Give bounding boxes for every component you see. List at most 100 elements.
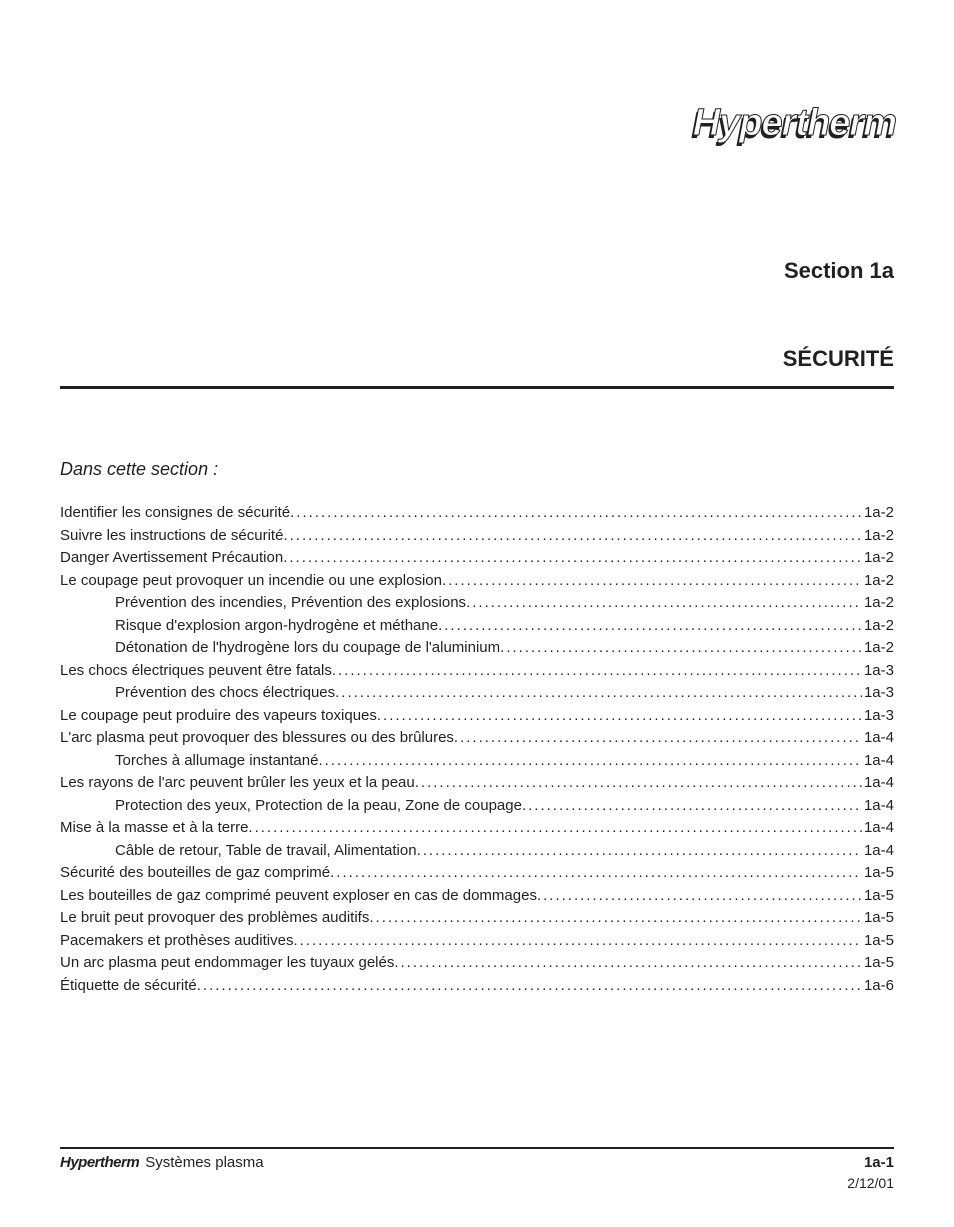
toc-entry-page: 1a-3 bbox=[862, 682, 894, 705]
toc-leader-dots bbox=[197, 975, 862, 998]
toc-row: Sécurité des bouteilles de gaz comprimé 1… bbox=[60, 862, 894, 885]
toc-entry-label: Pacemakers et prothèses auditives bbox=[60, 930, 293, 953]
toc-leader-dots bbox=[438, 615, 862, 638]
toc-entry-page: 1a-5 bbox=[862, 907, 894, 930]
toc-row: Les chocs électriques peuvent être fatal… bbox=[60, 660, 894, 683]
toc-row: Le coupage peut produire des vapeurs tox… bbox=[60, 705, 894, 728]
toc-entry-label: Mise à la masse et à la terre bbox=[60, 817, 248, 840]
toc-entry-page: 1a-6 bbox=[862, 975, 894, 998]
toc-row: Pacemakers et prothèses auditives1a-5 bbox=[60, 930, 894, 953]
toc-entry-label: Câble de retour, Table de travail, Alime… bbox=[115, 840, 417, 863]
toc-entry-page: 1a-5 bbox=[862, 885, 894, 908]
toc-leader-dots bbox=[283, 547, 862, 570]
toc-entry-page: 1a-5 bbox=[862, 952, 894, 975]
toc-row: Les bouteilles de gaz comprimé peuvent e… bbox=[60, 885, 894, 908]
toc-entry-page: 1a-2 bbox=[862, 615, 894, 638]
table-of-contents: Identifier les consignes de sécurité 1a-2… bbox=[60, 502, 894, 997]
toc-leader-dots bbox=[442, 570, 862, 593]
toc-entry-page: 1a-4 bbox=[862, 727, 894, 750]
brand-logo: Hypertherm bbox=[60, 105, 894, 148]
toc-row: Danger Avertissement Précaution 1a-2 bbox=[60, 547, 894, 570]
toc-entry-label: Le coupage peut provoquer un incendie ou… bbox=[60, 570, 442, 593]
toc-row: Suivre les instructions de sécurité 1a-2 bbox=[60, 525, 894, 548]
toc-entry-page: 1a-4 bbox=[862, 840, 894, 863]
toc-entry-page: 1a-2 bbox=[862, 547, 894, 570]
toc-entry-page: 1a-4 bbox=[862, 772, 894, 795]
toc-entry-label: Un arc plasma peut endommager les tuyaux… bbox=[60, 952, 394, 975]
footer-product-line: Systèmes plasma bbox=[145, 1154, 263, 1171]
toc-entry-page: 1a-4 bbox=[862, 750, 894, 773]
brand-logo-text: Hypertherm bbox=[691, 105, 894, 148]
toc-leader-dots bbox=[454, 727, 862, 750]
toc-entry-label: Identifier les consignes de sécurité bbox=[60, 502, 290, 525]
toc-leader-dots bbox=[332, 660, 862, 683]
toc-entry-page: 1a-2 bbox=[862, 502, 894, 525]
toc-row: Torches à allumage instantané 1a-4 bbox=[60, 750, 894, 773]
footer-right: 1a-1 2/12/01 bbox=[847, 1154, 894, 1191]
toc-entry-page: 1a-2 bbox=[862, 525, 894, 548]
toc-entry-label: Torches à allumage instantané bbox=[115, 750, 318, 773]
toc-entry-label: Les chocs électriques peuvent être fatal… bbox=[60, 660, 332, 683]
toc-row: Un arc plasma peut endommager les tuyaux… bbox=[60, 952, 894, 975]
toc-leader-dots bbox=[394, 952, 862, 975]
footer-left: Hypertherm Systèmes plasma bbox=[60, 1154, 264, 1171]
toc-leader-dots bbox=[537, 885, 862, 908]
toc-leader-dots bbox=[248, 817, 862, 840]
toc-entry-page: 1a-3 bbox=[862, 705, 894, 728]
toc-leader-dots bbox=[283, 525, 862, 548]
toc-row: Prévention des chocs électriques 1a-3 bbox=[60, 682, 894, 705]
toc-leader-dots bbox=[415, 772, 862, 795]
toc-leader-dots bbox=[293, 930, 862, 953]
toc-leader-dots bbox=[522, 795, 862, 818]
toc-row: Le coupage peut provoquer un incendie ou… bbox=[60, 570, 894, 593]
toc-row: L'arc plasma peut provoquer des blessure… bbox=[60, 727, 894, 750]
toc-entry-label: L'arc plasma peut provoquer des blessure… bbox=[60, 727, 454, 750]
toc-entry-label: Étiquette de sécurité bbox=[60, 975, 197, 998]
toc-leader-dots bbox=[290, 502, 862, 525]
toc-entry-label: Prévention des incendies, Prévention des… bbox=[115, 592, 466, 615]
page-footer: Hypertherm Systèmes plasma 1a-1 2/12/01 bbox=[60, 1154, 894, 1191]
toc-row: Risque d'explosion argon-hydrogène et mé… bbox=[60, 615, 894, 638]
toc-entry-label: Le bruit peut provoquer des problèmes au… bbox=[60, 907, 369, 930]
toc-leader-dots bbox=[330, 862, 862, 885]
toc-entry-label: Risque d'explosion argon-hydrogène et mé… bbox=[115, 615, 438, 638]
toc-leader-dots bbox=[417, 840, 862, 863]
toc-entry-label: Danger Avertissement Précaution bbox=[60, 547, 283, 570]
toc-row: Étiquette de sécurité 1a-6 bbox=[60, 975, 894, 998]
toc-entry-page: 1a-3 bbox=[862, 660, 894, 683]
footer-page-number: 1a-1 bbox=[847, 1154, 894, 1171]
toc-row: Protection des yeux, Protection de la pe… bbox=[60, 795, 894, 818]
header-rule bbox=[60, 386, 894, 389]
toc-row: Le bruit peut provoquer des problèmes au… bbox=[60, 907, 894, 930]
toc-entry-label: Le coupage peut produire des vapeurs tox… bbox=[60, 705, 377, 728]
toc-entry-page: 1a-2 bbox=[862, 592, 894, 615]
footer-rule bbox=[60, 1147, 894, 1149]
toc-entry-page: 1a-2 bbox=[862, 570, 894, 593]
toc-entry-label: Prévention des chocs électriques bbox=[115, 682, 335, 705]
toc-leader-dots bbox=[500, 637, 862, 660]
toc-leader-dots bbox=[318, 750, 862, 773]
toc-entry-page: 1a-2 bbox=[862, 637, 894, 660]
footer-brand: Hypertherm bbox=[60, 1154, 139, 1171]
toc-entry-label: Protection des yeux, Protection de la pe… bbox=[115, 795, 522, 818]
toc-entry-label: Suivre les instructions de sécurité bbox=[60, 525, 283, 548]
toc-leader-dots bbox=[369, 907, 862, 930]
toc-row: Câble de retour, Table de travail, Alime… bbox=[60, 840, 894, 863]
toc-entry-page: 1a-4 bbox=[862, 817, 894, 840]
section-number: Section 1a bbox=[60, 258, 894, 284]
toc-entry-page: 1a-5 bbox=[862, 862, 894, 885]
toc-row: Mise à la masse et à la terre 1a-4 bbox=[60, 817, 894, 840]
toc-entry-label: Les bouteilles de gaz comprimé peuvent e… bbox=[60, 885, 537, 908]
toc-leader-dots bbox=[466, 592, 862, 615]
toc-row: Détonation de l'hydrogène lors du coupag… bbox=[60, 637, 894, 660]
toc-row: Prévention des incendies, Prévention des… bbox=[60, 592, 894, 615]
toc-subheading: Dans cette section : bbox=[60, 459, 894, 480]
footer-date: 2/12/01 bbox=[847, 1175, 894, 1191]
toc-leader-dots bbox=[377, 705, 862, 728]
section-title: SÉCURITÉ bbox=[60, 346, 894, 372]
toc-entry-label: Sécurité des bouteilles de gaz comprimé bbox=[60, 862, 330, 885]
toc-entry-label: Détonation de l'hydrogène lors du coupag… bbox=[115, 637, 500, 660]
toc-leader-dots bbox=[335, 682, 862, 705]
toc-entry-page: 1a-4 bbox=[862, 795, 894, 818]
toc-row: Les rayons de l'arc peuvent brûler les y… bbox=[60, 772, 894, 795]
